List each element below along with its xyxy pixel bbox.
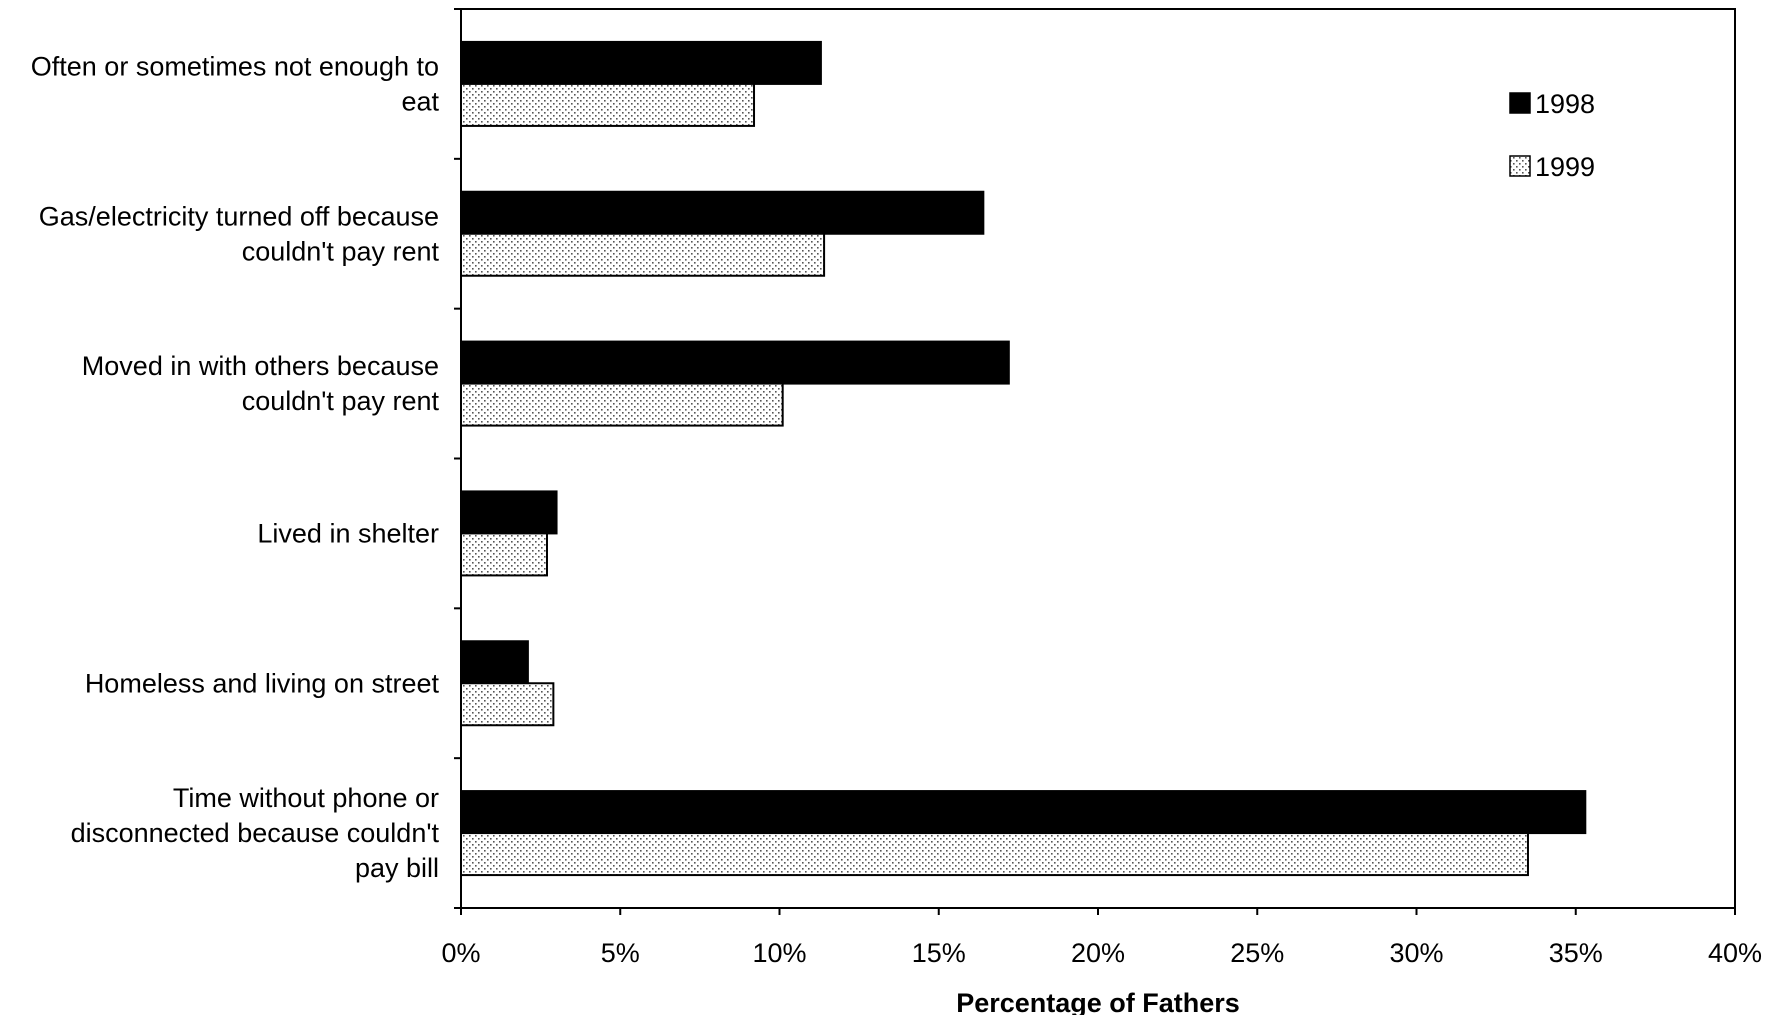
plot-area-frame xyxy=(460,8,1736,909)
legend-label-1999: 1999 xyxy=(1535,152,1595,182)
x-tick-label: 30% xyxy=(1389,938,1443,968)
x-tick-label: 10% xyxy=(752,938,806,968)
bar-1999-0 xyxy=(460,82,756,127)
legend: 1998 1999 xyxy=(1509,89,1595,182)
legend-label-1998: 1998 xyxy=(1535,89,1595,119)
x-tick-label: 25% xyxy=(1230,938,1284,968)
bar-1999-3 xyxy=(460,532,548,577)
bars-group xyxy=(460,40,1587,877)
bar-1998-4 xyxy=(460,640,529,685)
bar-1998-1 xyxy=(460,190,985,235)
bar-1999-1 xyxy=(460,232,826,277)
bar-1998-2 xyxy=(460,340,1010,385)
bar-1998-3 xyxy=(460,490,558,535)
bar-1998-5 xyxy=(460,790,1587,835)
x-tick-label: 20% xyxy=(1071,938,1125,968)
x-tick-label: 0% xyxy=(441,938,480,968)
category-label: Homeless and living on street xyxy=(85,668,440,698)
bar-1999-4 xyxy=(460,682,555,727)
x-tick-labels: 0% 5% 10% 15% 20% 25% 30% 35% 40% xyxy=(441,938,1762,968)
x-axis-title: Percentage of Fathers xyxy=(956,988,1240,1015)
category-label: Moved in with others because couldn't pay… xyxy=(82,351,440,416)
bar-1998-0 xyxy=(460,40,822,85)
x-tick-label: 35% xyxy=(1549,938,1603,968)
bar-1999-5 xyxy=(460,832,1529,877)
category-label: Time without phone or disconnected becaus… xyxy=(71,783,440,883)
axis-ticks xyxy=(454,8,1736,915)
category-label: Gas/electricity turned off because couldn… xyxy=(39,201,440,266)
legend-swatch-1998 xyxy=(1509,92,1531,114)
category-labels: Often or sometimes not enough to eat Gas/e… xyxy=(31,51,440,883)
bar-1999-2 xyxy=(460,382,784,427)
category-label: Often or sometimes not enough to eat xyxy=(31,51,440,116)
x-tick-label: 15% xyxy=(912,938,966,968)
x-tick-label: 5% xyxy=(601,938,640,968)
legend-swatch-1999 xyxy=(1509,155,1531,177)
category-label: Lived in shelter xyxy=(257,518,439,548)
x-tick-label: 40% xyxy=(1708,938,1762,968)
